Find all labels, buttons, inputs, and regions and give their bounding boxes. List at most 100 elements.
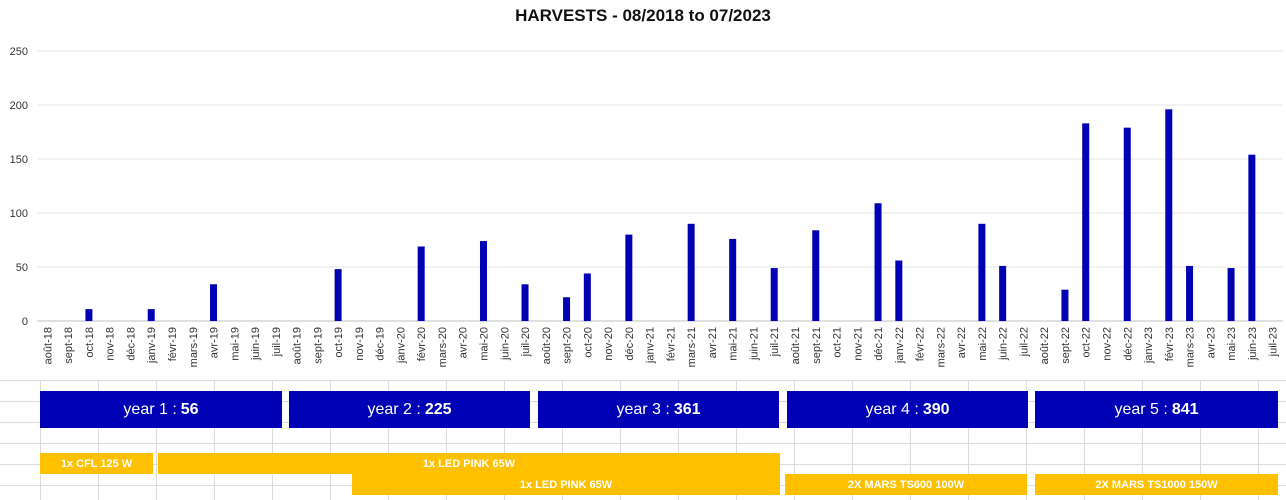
y-tick-label: 100 — [10, 208, 28, 220]
x-tick-label: févr-21 — [665, 327, 677, 361]
bar — [729, 238, 737, 321]
x-tick-label: mai-22 — [977, 327, 989, 361]
x-tick-label: avr-22 — [956, 327, 968, 358]
x-tick-label: févr-20 — [416, 327, 428, 361]
x-tick-label: févr-22 — [915, 327, 927, 361]
x-tick-label: janv-21 — [645, 327, 657, 364]
bar — [85, 309, 93, 321]
x-tick-label: oct-22 — [1081, 327, 1093, 358]
bar — [999, 265, 1007, 321]
year-2-box: year 2 : 225 — [289, 391, 530, 428]
year-4-box: year 4 : 390 — [787, 391, 1028, 428]
x-tick-label: janv-23 — [1143, 327, 1155, 364]
bar — [563, 297, 571, 321]
x-tick-label: mai-23 — [1226, 327, 1238, 361]
year-label: year 4 : — [865, 400, 919, 418]
y-tick-label: 250 — [10, 46, 28, 58]
bar — [687, 223, 695, 321]
x-tick-label: mai-19 — [229, 327, 241, 361]
x-tick-label: janv-22 — [894, 327, 906, 364]
y-tick-label: 0 — [22, 316, 28, 328]
x-tick-label: sept-21 — [811, 327, 823, 364]
year-total: 56 — [180, 400, 199, 418]
x-tick-label: juin-19 — [250, 327, 262, 361]
bar — [417, 246, 425, 321]
x-tick-label: avr-23 — [1205, 327, 1217, 358]
x-tick-label: déc-18 — [125, 327, 137, 361]
bar — [978, 223, 986, 321]
bar — [1248, 154, 1256, 321]
year-total: 390 — [922, 400, 950, 418]
lamp-mars-ts1000-bar: 2X MARS TS1000 150W — [1035, 474, 1278, 495]
x-tick-label: août-22 — [1039, 327, 1051, 364]
x-tick-label: août-21 — [790, 327, 802, 364]
x-tick-label: mars-21 — [686, 327, 698, 367]
x-tick-label: juil-23 — [1268, 327, 1280, 357]
x-tick-label: sept-20 — [562, 327, 574, 364]
x-tick-label: juin-21 — [748, 327, 760, 361]
lamp-led-bar-1: 1x LED PINK 65W — [158, 453, 780, 474]
bar — [583, 273, 591, 321]
x-tick-label: juin-23 — [1247, 327, 1259, 361]
x-tick-label: mars-20 — [437, 327, 449, 367]
x-tick-label: déc-22 — [1122, 327, 1134, 361]
x-tick-label: janv-20 — [395, 327, 407, 364]
bar — [895, 260, 903, 321]
bar — [521, 284, 529, 321]
bar — [625, 234, 633, 321]
harvest-bar-chart: 0 50 100 150 200 250 août-18 sept-18 oct-18 nov-1… — [10, 46, 1283, 367]
x-tick-label: déc-21 — [873, 327, 885, 361]
x-tick-label: nov-18 — [105, 327, 117, 361]
x-tick-label: août-19 — [292, 327, 304, 364]
year-5-box: year 5 : 841 — [1035, 391, 1278, 428]
bar — [1061, 289, 1069, 321]
y-tick-label: 200 — [10, 100, 28, 112]
bar — [334, 269, 342, 321]
bar — [874, 203, 882, 321]
x-tick-label: févr-23 — [1164, 327, 1176, 361]
year-label: year 5 : — [1114, 400, 1168, 418]
x-tick-label: juil-19 — [271, 327, 283, 357]
x-tick-label: nov-22 — [1101, 327, 1113, 361]
y-tick-label: 50 — [16, 262, 28, 274]
bar — [147, 309, 155, 321]
year-label: year 3 : — [616, 400, 670, 418]
x-tick-label: nov-20 — [603, 327, 615, 361]
year-label: year 2 : — [367, 400, 421, 418]
year-total: 361 — [673, 400, 701, 418]
x-tick-label: sept-19 — [312, 327, 324, 364]
bar — [770, 268, 778, 321]
year-total: 841 — [1171, 400, 1199, 418]
x-tick-label: mai-20 — [478, 327, 490, 361]
x-tick-label: août-18 — [42, 327, 54, 364]
bar — [210, 284, 218, 321]
x-tick-label: juil-20 — [520, 327, 532, 357]
bar — [1186, 265, 1194, 321]
x-tick-label: avr-19 — [209, 327, 221, 358]
bar — [1123, 127, 1131, 322]
x-tick-label: mars-23 — [1185, 327, 1197, 367]
chart-title: HARVESTS - 08/2018 to 07/2023 — [515, 6, 771, 25]
x-tick-label: avr-21 — [707, 327, 719, 358]
x-tick-label: janv-19 — [146, 327, 158, 364]
x-tick-label: juin-22 — [998, 327, 1010, 361]
x-tick-label: juil-22 — [1018, 327, 1030, 357]
lamp-mars-ts600-bar: 2X MARS TS600 100W — [785, 474, 1027, 495]
x-tick-label: mai-21 — [728, 327, 740, 361]
bar — [1165, 109, 1173, 321]
x-tick-label: nov-21 — [852, 327, 864, 361]
x-tick-label: déc-20 — [624, 327, 636, 361]
x-tick-label: oct-19 — [333, 327, 345, 358]
x-tick-label: juil-21 — [769, 327, 781, 357]
x-tick-label: août-20 — [541, 327, 553, 364]
lamp-cfl-bar: 1x CFL 125 W — [40, 453, 153, 474]
year-1-box: year 1 : 56 — [40, 391, 282, 428]
bar — [1082, 123, 1090, 321]
x-tick-label: oct-21 — [832, 327, 844, 358]
year-3-box: year 3 : 361 — [538, 391, 779, 428]
bar — [812, 230, 820, 321]
year-total: 225 — [424, 400, 452, 418]
bar — [1227, 268, 1235, 321]
lamp-led-bar-2: 1x LED PINK 65W — [352, 474, 780, 495]
x-tick-label: avr-20 — [458, 327, 470, 358]
